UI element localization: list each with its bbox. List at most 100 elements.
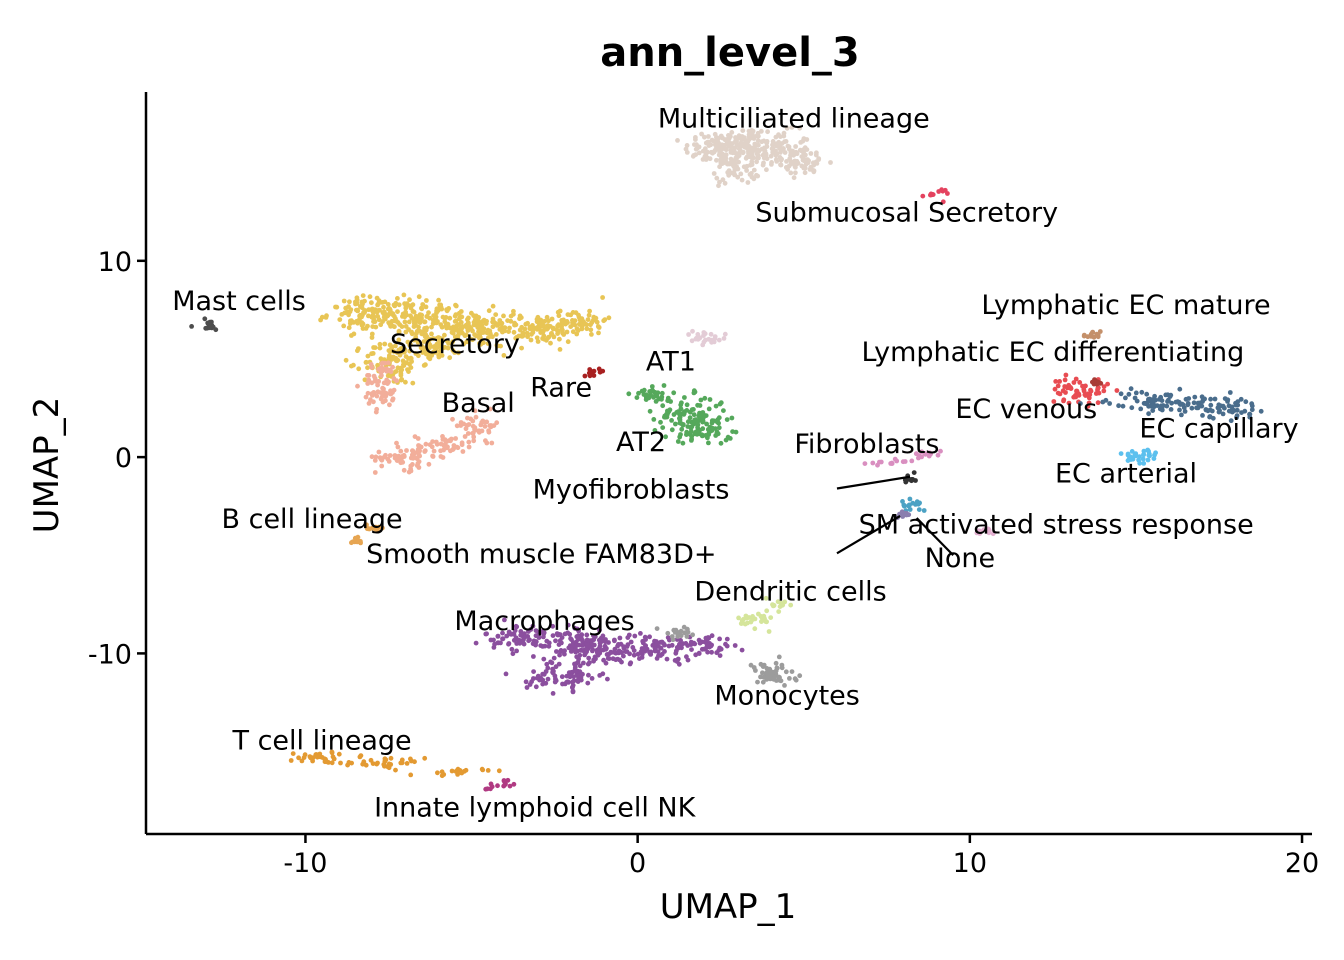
data-point [601,657,606,663]
data-point [509,631,515,637]
data-point [369,454,375,460]
data-point [473,414,479,420]
data-point [371,316,376,321]
data-point [487,406,493,412]
data-point [913,478,918,483]
data-point [678,642,684,648]
data-point [564,319,570,324]
data-point [476,315,482,320]
data-point [689,424,694,430]
data-point [392,453,398,458]
data-point [521,631,527,636]
data-point [782,150,788,155]
data-point [713,433,719,438]
data-point [778,162,783,168]
data-point [541,671,547,677]
data-point [346,312,351,318]
data-point [653,399,659,404]
cluster-points-ec-venous [1078,386,1264,424]
data-point [679,400,684,406]
data-point [449,768,455,774]
data-point [568,645,574,651]
data-point [427,336,433,342]
data-point [742,621,748,627]
data-point [660,403,666,409]
data-point [502,617,507,623]
data-point [501,783,507,789]
data-point [568,636,573,641]
data-point [415,447,421,452]
data-point [711,149,717,155]
data-point [403,379,408,385]
data-point [419,306,425,312]
data-point [392,324,397,330]
data-point [1208,402,1214,408]
data-point [738,621,744,626]
data-point [619,659,624,665]
annotation-lines [836,475,955,557]
data-point [433,316,438,322]
data-point [359,305,365,311]
data-point [386,320,392,325]
data-point [808,151,814,156]
data-point [816,156,822,162]
data-point [1133,390,1139,396]
data-point [1183,396,1189,402]
data-point [718,133,724,139]
data-point [1098,381,1104,386]
data-point [597,673,603,678]
data-point [696,651,702,656]
data-point [616,648,622,654]
data-point [557,336,562,342]
data-point [466,315,471,321]
data-point [660,425,666,430]
data-point [385,456,391,462]
data-point [696,150,702,156]
data-point [438,348,444,353]
data-point [647,649,652,655]
data-point [1217,403,1223,409]
data-point [778,148,784,153]
data-point [379,463,385,469]
data-point [1154,403,1160,408]
data-point [877,459,882,465]
data-point [690,632,695,638]
data-point [1152,393,1157,399]
data-point [705,635,711,640]
data-point [901,502,907,508]
data-point [412,759,417,765]
data-point [612,646,618,652]
data-point [457,314,463,320]
data-point [518,629,524,634]
data-point [1088,334,1094,339]
data-point [773,157,779,163]
data-point [410,302,416,308]
cluster-points-multiciliated-lineage [675,125,833,189]
data-point [1228,418,1234,424]
data-point [1177,386,1183,392]
data-point [189,324,195,329]
data-point [1132,395,1138,401]
data-point [1101,384,1107,389]
data-point [533,633,539,639]
data-point [511,308,516,314]
data-point [475,319,480,325]
data-point [706,134,711,139]
data-point [1090,379,1095,385]
data-point [759,128,764,134]
data-point [755,679,760,685]
data-point [364,526,370,532]
data-point [458,420,464,425]
data-point [586,312,592,318]
data-point [440,314,446,320]
data-point [1199,394,1205,400]
data-point [1192,394,1198,400]
data-point [870,460,876,466]
data-point [788,602,794,608]
data-point [1057,379,1062,384]
data-point [986,526,991,532]
data-point [1085,391,1091,397]
data-point [703,433,709,438]
data-point [512,628,518,633]
data-point [903,511,909,517]
